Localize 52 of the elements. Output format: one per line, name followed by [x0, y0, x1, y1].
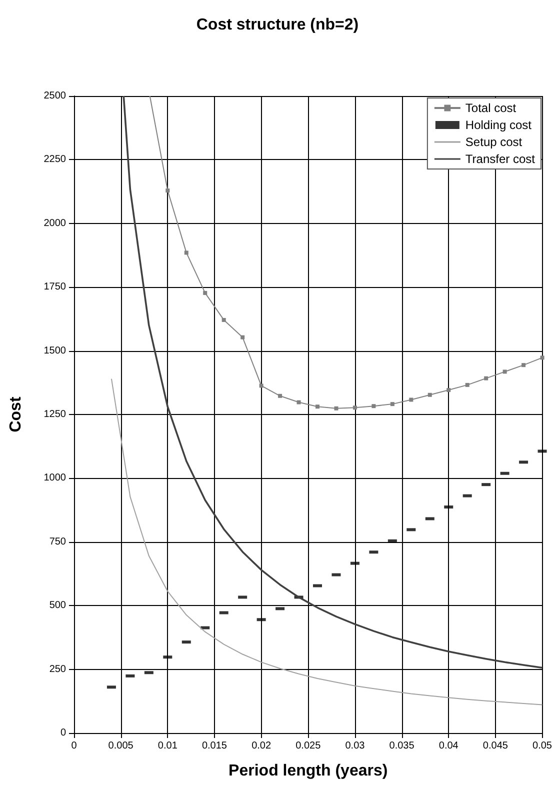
point: [316, 404, 320, 409]
point: [390, 402, 394, 406]
y-tick-label: 250: [49, 664, 66, 675]
point: [502, 370, 507, 374]
legend-label: Holding cost: [465, 118, 532, 132]
x-tick-label: 0.03: [345, 740, 366, 752]
point: [334, 406, 338, 410]
point: [465, 382, 470, 387]
x-tick-label: 0.045: [482, 740, 508, 752]
point: [222, 318, 226, 322]
y-tick-label: 500: [49, 600, 66, 612]
legend-label: Transfer cost: [465, 152, 536, 166]
legend-label: Total cost: [465, 101, 517, 115]
point: [296, 400, 301, 404]
y-tick-label: 2000: [44, 218, 66, 229]
point: [484, 376, 488, 380]
x-tick-label: 0.02: [252, 740, 272, 752]
point: [184, 250, 188, 255]
y-tick-label: 1500: [44, 345, 66, 356]
point: [540, 356, 544, 360]
point: [203, 290, 208, 295]
point: [409, 398, 414, 402]
x-tick-label: 0.05: [532, 740, 552, 752]
y-tick-label: 1250: [44, 409, 66, 420]
chart-title: Cost structure (nb=2): [196, 16, 359, 34]
x-axis-title: Period length (years): [228, 762, 388, 780]
x-tick-label: 0: [71, 740, 78, 752]
x-tick-label: 0.025: [296, 740, 322, 752]
point: [522, 363, 526, 368]
y-tick-label: 2500: [44, 90, 66, 102]
y-tick-label: 1000: [44, 472, 66, 484]
line-series: [110, 378, 543, 706]
y-tick-label: 0: [60, 728, 66, 738]
point: [428, 392, 432, 397]
x-tick-label: 0.005: [108, 740, 134, 752]
point: [166, 188, 170, 193]
point: [240, 335, 245, 340]
x-tick-label: 0.035: [389, 740, 415, 752]
legend-label: Setup cost: [465, 135, 523, 149]
x-tick-label: 0.04: [438, 740, 459, 752]
y-tick-label: 1750: [44, 282, 66, 293]
y-tick-label: 2250: [44, 154, 66, 166]
point: [372, 404, 376, 408]
y-axis-title: Cost: [8, 396, 24, 432]
y-tick-label: 750: [49, 536, 66, 548]
line-series: [122, 95, 544, 669]
point: [446, 388, 451, 392]
x-tick-label: 0.015: [202, 740, 228, 752]
point: [259, 384, 264, 388]
point: [352, 406, 357, 410]
x-tick-label: 0.01: [158, 740, 178, 752]
point: [278, 394, 282, 398]
